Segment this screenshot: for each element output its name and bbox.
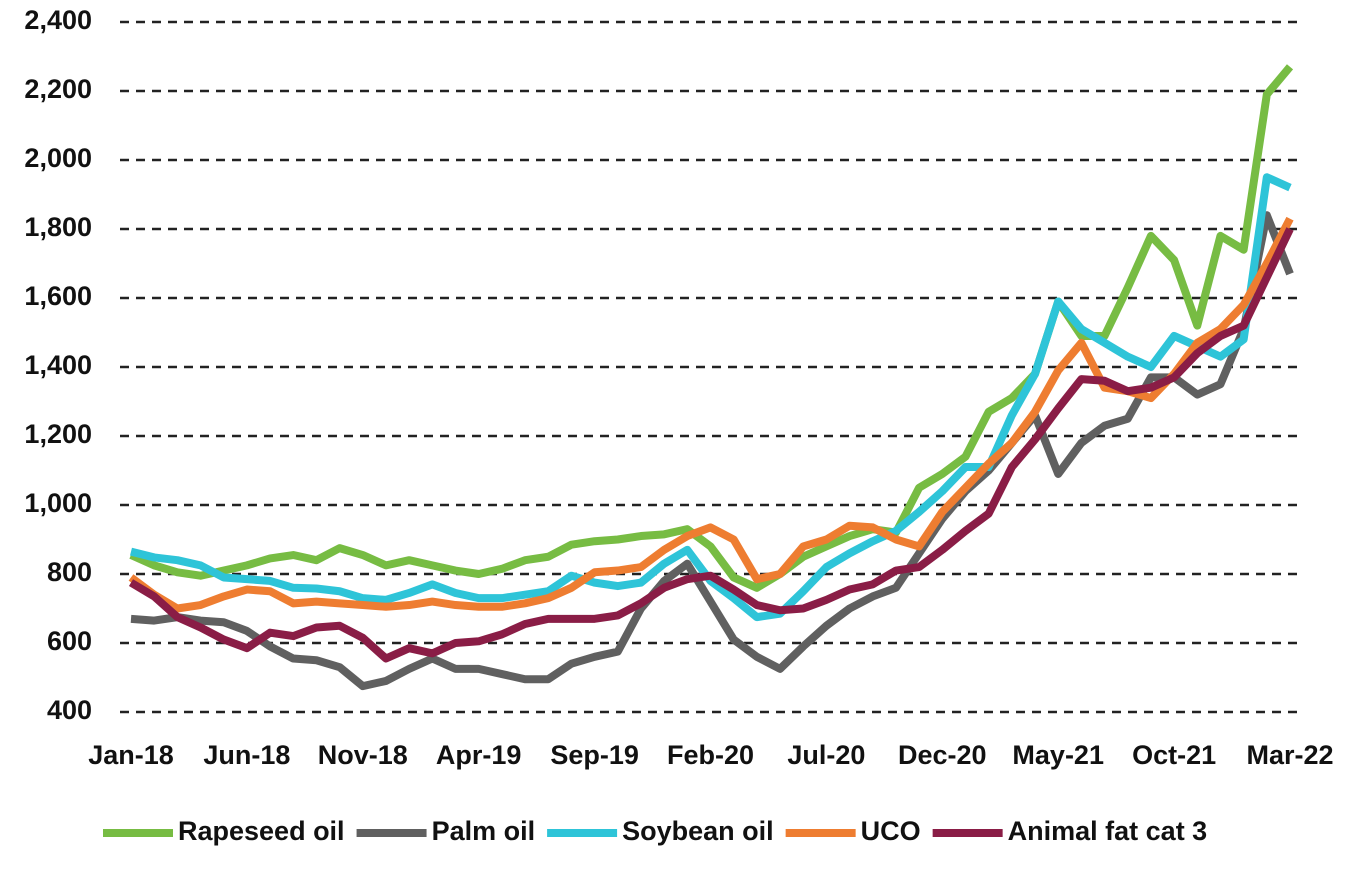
x-tick-label: Dec-20 (898, 740, 987, 770)
series-line (130, 173, 1292, 622)
y-tick-label: 800 (47, 557, 92, 587)
legend-label: Animal fat cat 3 (1008, 816, 1208, 846)
legend-label: UCO (861, 816, 921, 846)
y-tick-label: 600 (47, 626, 92, 656)
x-tick-label: Nov-18 (318, 740, 408, 770)
x-tick-label: May-21 (1012, 740, 1104, 770)
y-tick-label: 2,000 (24, 143, 92, 173)
y-tick-label: 1,200 (24, 419, 92, 449)
x-tick-label: Oct-21 (1132, 740, 1216, 770)
y-tick-label: 1,000 (24, 488, 92, 518)
legend-label: Palm oil (432, 816, 536, 846)
x-tick-label: Jul-20 (787, 740, 865, 770)
y-tick-label: 2,200 (24, 74, 92, 104)
x-tick-label: Jan-18 (88, 740, 174, 770)
y-tick-label: 1,600 (24, 281, 92, 311)
series-line (129, 64, 1294, 592)
x-tick-label: Mar-22 (1246, 740, 1333, 770)
legend-label: Soybean oil (622, 816, 774, 846)
series-line (128, 227, 1294, 663)
y-tick-label: 1,400 (24, 350, 92, 380)
legend-label: Rapeseed oil (178, 816, 345, 846)
series-line (130, 211, 1294, 691)
series-line (128, 216, 1294, 613)
y-tick-label: 2,400 (24, 5, 92, 35)
y-tick-label: 400 (47, 695, 92, 725)
y-tick-label: 1,800 (24, 212, 92, 242)
x-tick-label: Apr-19 (436, 740, 522, 770)
x-tick-label: Feb-20 (667, 740, 754, 770)
x-tick-label: Sep-19 (550, 740, 639, 770)
x-tick-label: Jun-18 (203, 740, 290, 770)
